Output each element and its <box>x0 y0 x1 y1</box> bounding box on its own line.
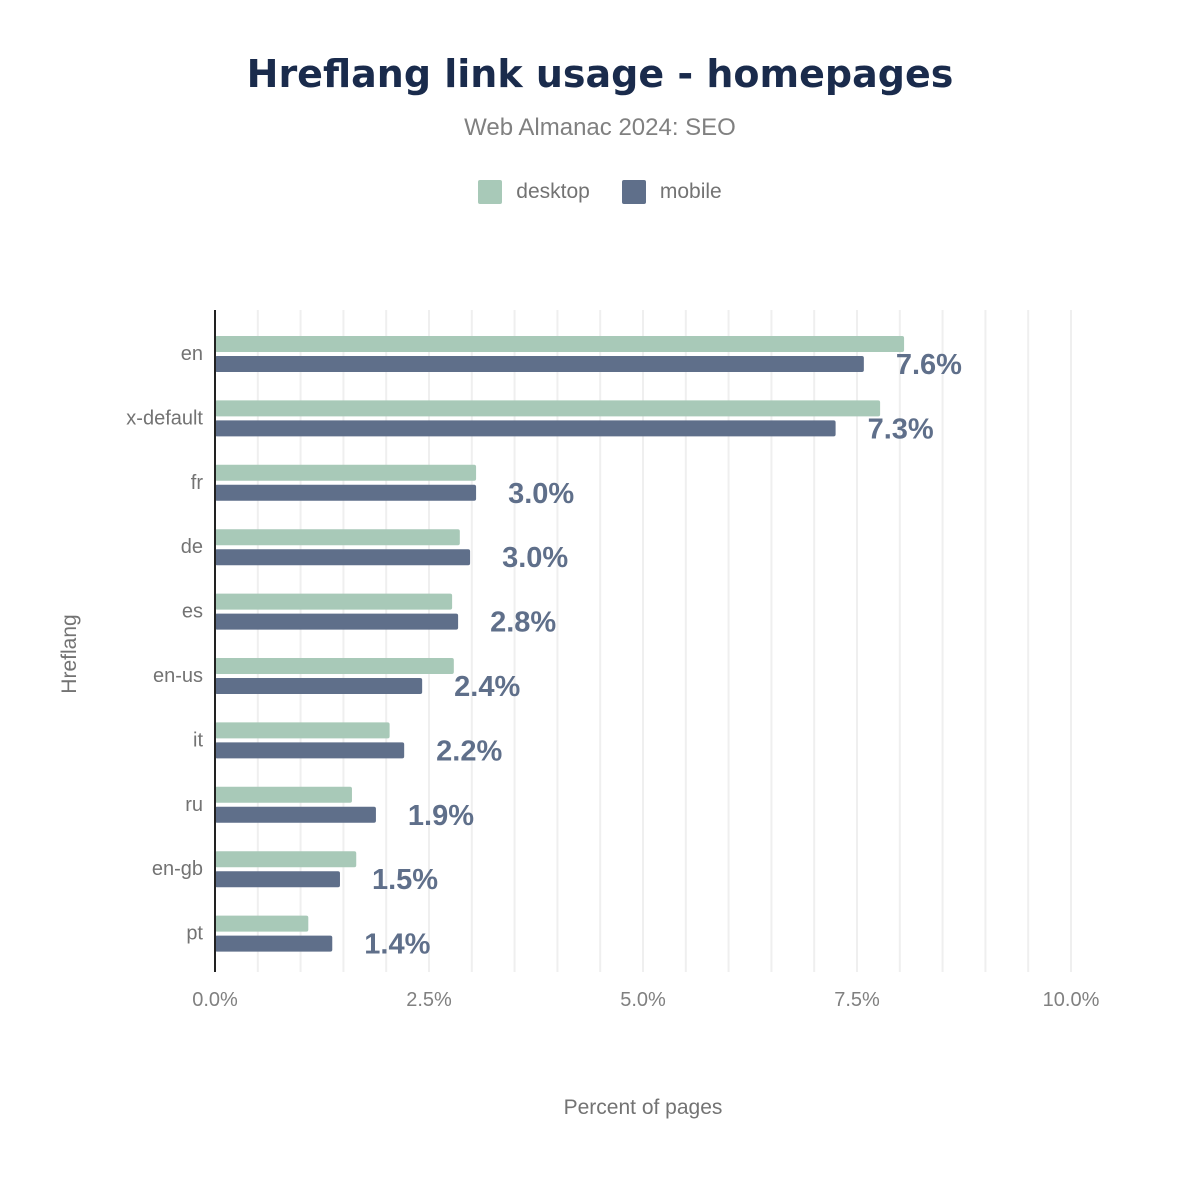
legend-swatch-mobile <box>621 180 646 204</box>
y-tick-label: es <box>182 601 203 623</box>
legend-label-desktop: desktop <box>516 180 590 203</box>
y-tick-label: en-gb <box>152 858 203 880</box>
x-tick-label: 10.0% <box>1043 989 1100 1011</box>
data-label: 1.5% <box>372 864 438 896</box>
data-label: 3.0% <box>502 542 568 574</box>
bar-mobile <box>215 806 376 823</box>
y-tick-label: fr <box>191 472 204 494</box>
legend-item-mobile[interactable]: mobile <box>621 180 722 204</box>
chart-title: Hreflang link usage - homepages <box>246 52 954 96</box>
data-label: 7.3% <box>868 413 934 445</box>
bar-mobile <box>215 871 340 888</box>
legend: desktop mobile <box>0 180 1200 204</box>
data-label: 2.2% <box>436 735 502 767</box>
bar-mobile <box>215 549 471 566</box>
data-label: 7.6% <box>896 349 962 381</box>
x-tick-label: 5.0% <box>620 989 666 1011</box>
bar-mobile <box>215 742 405 759</box>
legend-label-mobile: mobile <box>659 180 722 203</box>
bar-desktop <box>215 722 390 739</box>
data-label: 2.8% <box>490 607 556 639</box>
bar-desktop <box>215 464 477 481</box>
data-label: 2.4% <box>454 671 520 703</box>
bar-desktop <box>215 786 352 803</box>
bar-desktop <box>215 529 460 546</box>
y-axis-title: Hreflang <box>58 614 81 693</box>
bar-desktop <box>215 400 881 417</box>
y-tick-label: ru <box>185 794 203 816</box>
bar-mobile <box>215 484 477 501</box>
bar-desktop <box>215 851 357 868</box>
bar-desktop <box>215 915 309 932</box>
x-tick-label: 7.5% <box>834 989 880 1011</box>
data-label: 1.9% <box>408 800 474 832</box>
bar-mobile <box>215 935 333 952</box>
y-tick-label: en <box>181 343 203 365</box>
bar-mobile <box>215 613 459 630</box>
data-label: 1.4% <box>364 929 430 961</box>
bar-desktop <box>215 658 454 674</box>
bar-mobile <box>215 356 864 372</box>
x-tick-label: 0.0% <box>192 989 238 1011</box>
legend-item-desktop[interactable]: desktop <box>478 180 590 204</box>
legend-swatch-desktop <box>478 180 503 204</box>
y-tick-label: x-default <box>126 407 203 429</box>
y-tick-label: de <box>181 536 203 558</box>
data-label: 3.0% <box>508 478 574 510</box>
y-tick-label: it <box>193 729 203 751</box>
bar-desktop <box>215 336 905 352</box>
chart-subtitle: Web Almanac 2024: SEO <box>464 114 736 141</box>
bar-desktop <box>215 593 453 610</box>
bar-mobile <box>215 678 423 694</box>
x-axis-title: Percent of pages <box>564 1096 723 1119</box>
y-tick-label: pt <box>186 923 203 945</box>
y-tick-label: en-us <box>153 665 203 687</box>
bar-mobile <box>215 420 836 437</box>
x-tick-label: 2.5% <box>406 989 452 1011</box>
